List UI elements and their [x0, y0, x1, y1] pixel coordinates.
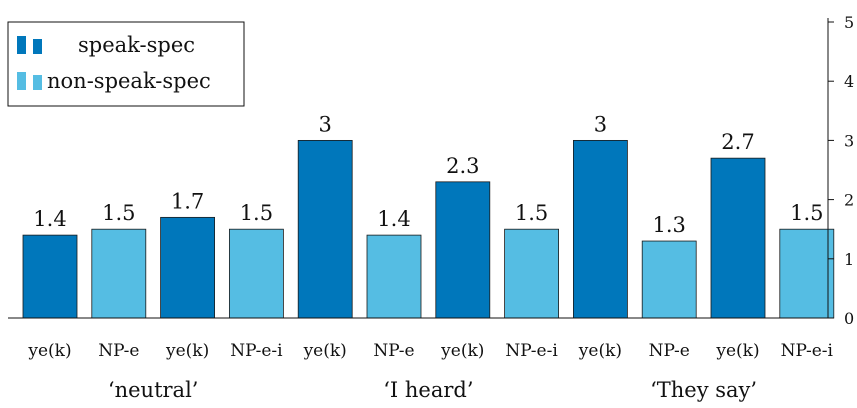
data-label: 1.5 — [515, 201, 548, 225]
x-axis-group-labels: ‘neutral’ ‘I heard’ ‘They say’ — [108, 378, 757, 402]
category-label: NP-e-i — [781, 341, 834, 361]
category-label: NP-e — [98, 341, 139, 361]
data-label: 1.4 — [377, 207, 410, 231]
category-label: NP-e — [649, 341, 690, 361]
category-label: NP-e-i — [230, 341, 283, 361]
bar-speak-spec-2 — [160, 216, 216, 319]
bar-speak-spec-0 — [22, 234, 78, 319]
group-label: ‘I heard’ — [383, 378, 473, 402]
y-tick-label: 4 — [844, 72, 854, 91]
category-label: ye(k) — [440, 341, 484, 361]
y-tick-label: 0 — [844, 309, 854, 328]
y-tick-label: 5 — [844, 13, 854, 32]
bar-non-speak-spec-11 — [779, 228, 835, 319]
bar-speak-spec-4 — [297, 139, 353, 319]
data-label: 1.7 — [171, 189, 204, 213]
category-label: ye(k) — [578, 341, 622, 361]
y-axis: 0 1 2 3 4 5 — [8, 13, 854, 328]
y-tick-label: 3 — [844, 131, 854, 150]
category-label: ye(k) — [303, 341, 347, 361]
legend-label: speak-spec — [78, 33, 195, 57]
category-label: ye(k) — [27, 341, 71, 361]
legend: speak-spec non-speak-spec — [7, 21, 245, 107]
data-labels-layer: 1.4 1.5 1.7 1.5 3 1.4 2.3 1.5 3 1.3 2.7 1.5 — [33, 112, 823, 237]
bar-speak-spec-8 — [573, 139, 628, 319]
legend-swatch — [17, 72, 26, 90]
bar-non-speak-spec-7 — [504, 228, 560, 319]
data-label: 2.7 — [721, 130, 754, 154]
data-label: 3 — [319, 112, 332, 136]
legend-swatch — [17, 36, 26, 54]
data-label: 1.5 — [240, 201, 273, 225]
bar-speak-spec-10 — [710, 157, 766, 319]
data-label: 3 — [594, 112, 607, 136]
legend-swatch — [33, 39, 42, 54]
data-label: 2.3 — [446, 154, 479, 178]
bar-non-speak-spec-9 — [641, 240, 697, 319]
data-label: 1.4 — [33, 207, 66, 231]
legend-swatch — [33, 75, 42, 90]
data-label: 1.3 — [652, 213, 685, 237]
x-axis-category-labels: ye(k) NP-e ye(k) NP-e-i ye(k) NP-e ye(k) NP-e-i… — [27, 341, 833, 361]
y-tick-label: 2 — [844, 191, 854, 210]
y-tick-label: 1 — [844, 250, 854, 269]
category-label: ye(k) — [715, 341, 759, 361]
bar-non-speak-spec-3 — [228, 228, 284, 319]
bar-speak-spec-6 — [435, 181, 491, 319]
bar-non-speak-spec-1 — [91, 228, 147, 319]
bar-non-speak-spec-5 — [366, 234, 422, 319]
legend-box — [7, 21, 245, 107]
category-label: NP-e — [373, 341, 414, 361]
group-label: ‘They say’ — [650, 378, 757, 402]
bars-layer — [22, 139, 835, 319]
category-label: NP-e-i — [505, 341, 558, 361]
group-label: ‘neutral’ — [108, 378, 199, 402]
data-label: 1.5 — [102, 201, 135, 225]
category-label: ye(k) — [165, 341, 209, 361]
legend-label: non-speak-spec — [47, 69, 211, 93]
data-label: 1.5 — [790, 201, 823, 225]
